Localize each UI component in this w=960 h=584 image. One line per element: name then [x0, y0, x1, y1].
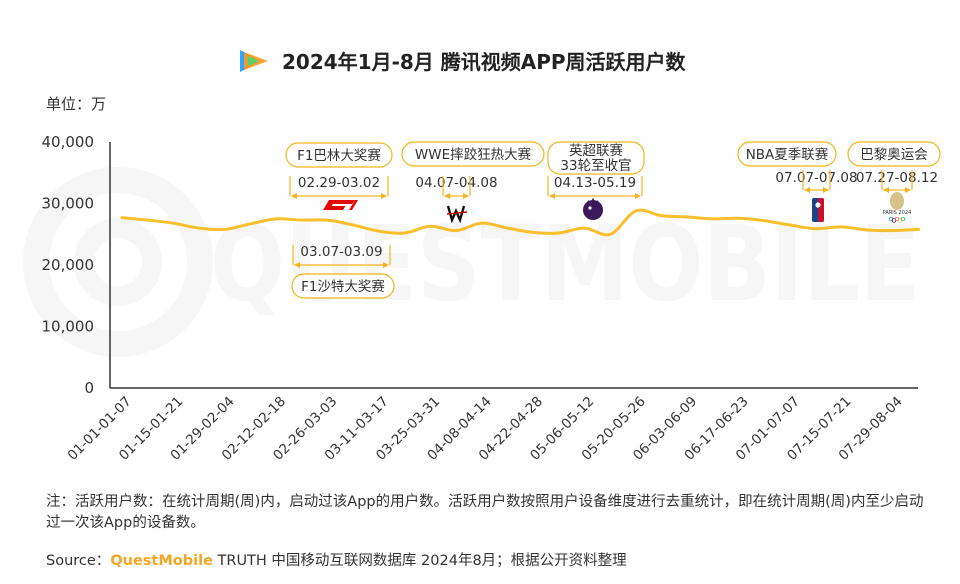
y-tick-label: 0: [84, 379, 94, 397]
arrow-right: [381, 193, 387, 199]
arrow-left: [804, 187, 810, 193]
annotation-1: F1巴林大奖赛 02.29-03.02: [285, 142, 393, 210]
annotation-label: WWE摔跤狂热大赛: [415, 146, 532, 163]
annotation-range: 07.07-07.08: [775, 170, 857, 186]
title-logo: [240, 50, 268, 72]
annotation-3: WWE摔跤狂热大赛 04.07-04.08: [401, 141, 545, 224]
y-tick-labels: 0 10,000 20,000 30,000 40,000: [42, 133, 95, 397]
y-tick-label: 30,000: [42, 195, 95, 213]
arrow-left: [444, 193, 450, 199]
event-logo-icon: [812, 198, 824, 222]
annotation-label: F1沙特大奖赛: [301, 278, 385, 295]
event-logo-icon: [446, 205, 468, 224]
chart-title: 2024年1月-8月 腾讯视频APP周活跃用户数: [282, 50, 687, 74]
unit-label: 单位：万: [46, 95, 107, 113]
arrow-right: [635, 193, 641, 199]
annotation-range: 03.07-03.09: [300, 244, 382, 260]
annotation-box: [847, 141, 941, 167]
arrow-right: [463, 193, 469, 199]
arrow-right: [823, 187, 829, 193]
annotation-label: F1巴林大奖赛: [297, 147, 381, 164]
annotation-range: 02.29-03.02: [298, 175, 380, 191]
y-tick-label: 10,000: [42, 318, 95, 336]
series-line-weekly-active-users: [120, 208, 921, 237]
annotation-range: 04.13-05.19: [554, 175, 636, 191]
event-logo-icon: [583, 197, 603, 220]
arrow-left: [549, 193, 555, 199]
annotation-box: [401, 141, 545, 167]
x-tick-labels: 01-01-01-0701-15-01-2101-29-02-0402-12-0…: [65, 394, 906, 464]
arrow-left: [291, 193, 297, 199]
event-annotations: F1巴林大奖赛 02.29-03.02 F1沙特大奖赛 03.07-03.09 WWE摔…: [285, 141, 941, 299]
annotation-label: 英超联赛: [569, 142, 623, 159]
source-brand: QuestMobile: [110, 553, 213, 569]
annotation-range: 07.27-08.12: [856, 170, 938, 186]
footnote: 注：活跃用户数：在统计周期(周)内，启动过该App的用户数。活跃用户数按照用户设…: [46, 494, 924, 531]
source-line: Source：QuestMobile TRUTH 中国移动互联网数据库 2024…: [46, 549, 627, 570]
watermark: QUESTMOBILE: [23, 167, 920, 357]
event-logo-icon: PARIS 2024: [883, 192, 912, 223]
event-logo-icon: [323, 200, 358, 210]
arrow-left: [883, 187, 889, 193]
annotation-2: F1沙特大奖赛 03.07-03.09: [291, 244, 395, 299]
annotation-6: 巴黎奥运会 07.27-08.12 PARIS 2024: [847, 141, 941, 223]
annotation-box: [291, 273, 395, 299]
svg-text:PARIS 2024: PARIS 2024: [883, 210, 912, 216]
annotation-label: NBA夏季联赛: [746, 147, 829, 163]
annotation-label-2: 33轮至收官: [560, 158, 631, 174]
source-rest: TRUTH 中国移动互联网数据库 2024年8月；根据公开资料整理: [212, 553, 627, 569]
arrow-right: [383, 262, 389, 268]
y-tick-label: 20,000: [42, 256, 95, 274]
annotation-5: NBA夏季联赛 07.07-07.08: [737, 141, 858, 222]
arrow-right: [905, 187, 911, 193]
annotation-label: 巴黎奥运会: [860, 146, 928, 163]
arrow-left: [294, 262, 300, 268]
watermark-text: QUESTMOBILE: [210, 203, 920, 325]
annotation-range: 04.07-04.08: [415, 175, 497, 191]
annotation-box: [285, 142, 393, 168]
annotation-box: [737, 141, 837, 167]
annotation-box: [547, 141, 645, 175]
y-tick-label: 40,000: [42, 133, 95, 151]
source-prefix: Source：: [46, 553, 111, 569]
